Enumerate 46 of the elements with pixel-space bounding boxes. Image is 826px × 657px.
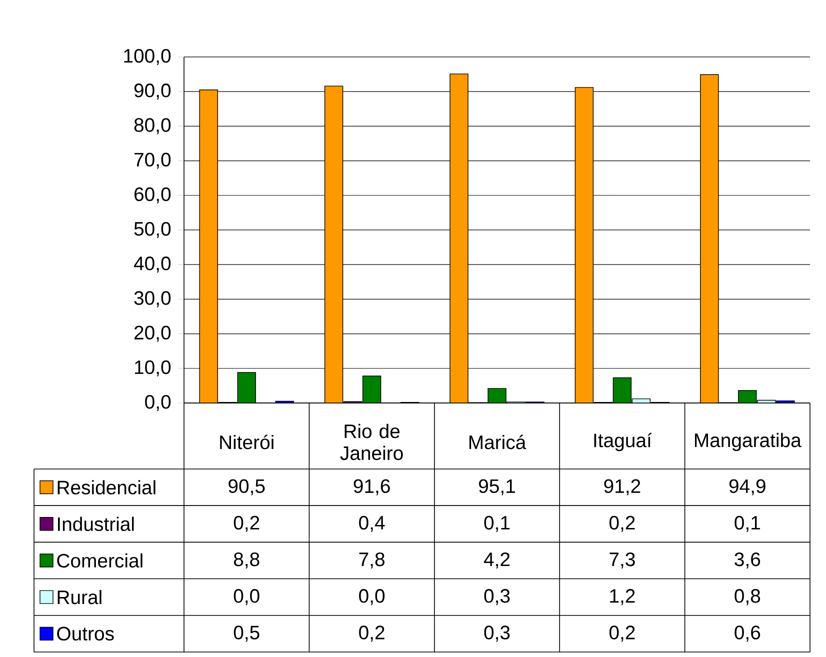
x-tick-label: Niterói: [220, 434, 274, 450]
y-tick-label: 10,0: [135, 360, 171, 376]
data-label: 95,1: [479, 479, 515, 496]
legend-label: Outros: [57, 626, 114, 641]
data-label: 0,1: [734, 516, 760, 532]
x-tick-label: Mangaratiba: [695, 432, 802, 452]
x-tick-label: Maricá: [469, 434, 526, 450]
y-tick-label: 90,0: [134, 84, 171, 100]
legend-label: Rural: [58, 590, 102, 604]
data-label: 3,6: [734, 552, 760, 569]
data-label: 90,5: [228, 479, 265, 496]
data-label: 91,2: [604, 479, 640, 496]
x-tick-label: Rio de Janeiro: [340, 424, 403, 460]
data-label: 94,9: [729, 479, 766, 496]
data-label: 0,3: [484, 626, 510, 642]
data-label: 0,2: [609, 626, 635, 642]
y-tick-label: 0,0: [145, 394, 171, 412]
data-label: 0,3: [484, 589, 510, 606]
data-label: 0,0: [234, 589, 260, 606]
data-label: 0,2: [359, 626, 384, 642]
y-tick-label: 60,0: [134, 187, 171, 204]
legend-label: Residencial: [58, 480, 156, 494]
y-tick-label: 70,0: [134, 152, 171, 169]
data-label: 8,8: [234, 552, 260, 569]
data-label: 0,2: [609, 516, 635, 532]
data-label: 7,3: [610, 552, 635, 569]
data-label: 0,5: [234, 626, 260, 642]
data-label: 4,2: [484, 552, 510, 569]
legend-label: Comercial: [57, 553, 142, 568]
legend-label: Industrial: [58, 516, 134, 532]
y-tick-label: 100,0: [124, 48, 171, 66]
data-label: 0,8: [734, 589, 760, 606]
data-label: 0,1: [484, 516, 510, 532]
y-tick-label: 40,0: [134, 256, 171, 273]
data-label: 1,2: [610, 589, 635, 606]
data-label: 0,6: [734, 626, 760, 642]
data-label: 0,0: [359, 589, 385, 606]
x-tick-label: Itaguaí: [594, 432, 652, 452]
data-label: 91,6: [354, 479, 390, 496]
data-label: 0,4: [359, 516, 385, 532]
y-tick-label: 30,0: [134, 291, 171, 308]
data-label: 7,8: [359, 552, 384, 569]
y-tick-label: 80,0: [134, 118, 171, 134]
data-label: 0,2: [234, 516, 260, 532]
y-tick-label: 20,0: [134, 326, 171, 342]
y-tick-label: 50,0: [134, 222, 171, 238]
